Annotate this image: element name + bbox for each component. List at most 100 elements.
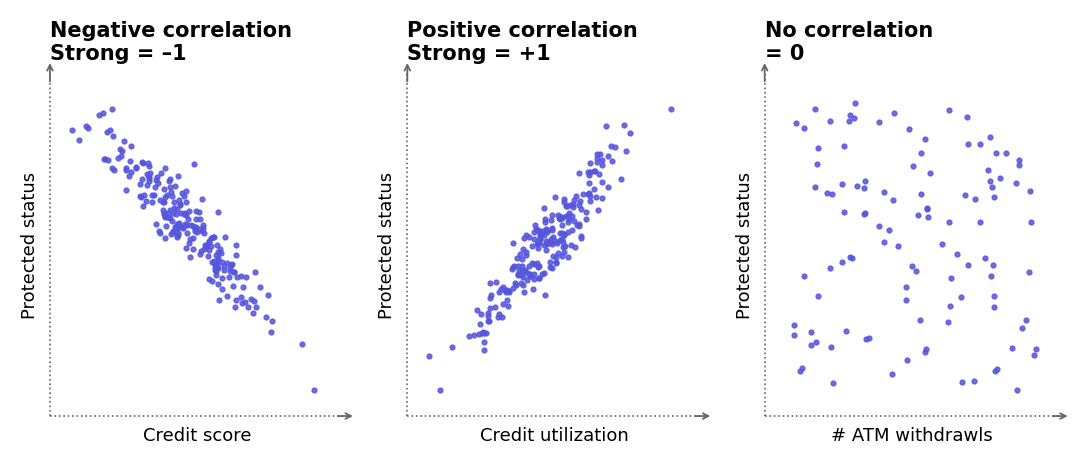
Point — [175, 225, 192, 232]
Point — [795, 272, 812, 280]
Point — [529, 260, 546, 267]
Point — [216, 233, 233, 240]
Point — [139, 171, 156, 178]
Point — [898, 356, 915, 364]
Point — [209, 260, 226, 267]
Text: Negative correlation
Strong = –1: Negative correlation Strong = –1 — [50, 21, 292, 64]
Point — [131, 193, 149, 200]
Point — [803, 342, 820, 349]
Point — [516, 266, 533, 274]
Point — [513, 267, 530, 275]
Point — [191, 215, 209, 223]
Point — [525, 285, 542, 293]
Point — [510, 266, 528, 274]
Point — [581, 168, 598, 175]
Point — [845, 114, 862, 122]
Point — [225, 282, 242, 289]
Point — [184, 222, 201, 230]
Point — [97, 155, 114, 163]
Point — [875, 188, 893, 196]
Point — [570, 169, 588, 177]
Point — [534, 204, 552, 211]
Point — [163, 217, 180, 224]
Point — [837, 328, 855, 335]
Point — [150, 179, 167, 187]
Point — [168, 233, 186, 241]
Point — [580, 189, 597, 197]
Point — [198, 241, 215, 249]
Point — [809, 292, 826, 299]
Point — [560, 209, 578, 217]
Point — [105, 166, 123, 173]
Point — [616, 121, 633, 128]
Point — [172, 209, 189, 217]
Point — [140, 174, 157, 181]
Point — [841, 111, 858, 119]
Point — [527, 221, 544, 228]
Point — [940, 107, 958, 114]
Point — [848, 182, 866, 189]
Point — [210, 248, 227, 255]
Point — [819, 189, 836, 197]
Point — [795, 124, 812, 132]
Point — [889, 243, 907, 250]
Point — [589, 151, 606, 158]
Point — [531, 235, 548, 242]
Point — [1011, 156, 1028, 163]
Point — [541, 263, 558, 271]
Point — [207, 260, 225, 268]
Point — [516, 234, 533, 241]
Point — [514, 255, 531, 262]
Point — [210, 209, 227, 216]
Point — [469, 307, 487, 314]
Point — [952, 294, 970, 301]
Point — [855, 210, 872, 218]
Point — [177, 245, 194, 252]
Point — [482, 291, 500, 299]
Point — [194, 221, 212, 229]
Point — [154, 206, 172, 213]
Point — [222, 264, 239, 272]
Point — [558, 202, 576, 210]
Point — [942, 302, 959, 309]
Point — [517, 231, 534, 239]
Point — [570, 201, 588, 209]
Point — [181, 254, 199, 261]
Point — [785, 331, 803, 338]
Point — [206, 265, 224, 272]
Point — [103, 164, 121, 172]
Point — [159, 213, 176, 221]
Point — [556, 242, 573, 250]
Point — [247, 268, 264, 275]
Point — [908, 267, 925, 275]
Point — [175, 211, 192, 218]
Point — [546, 194, 564, 201]
Point — [987, 149, 1005, 156]
Point — [1011, 162, 1028, 169]
Point — [593, 162, 610, 169]
Point — [983, 183, 1000, 191]
Point — [509, 271, 527, 278]
Point — [203, 258, 220, 265]
Point — [1003, 345, 1021, 352]
Point — [555, 238, 572, 246]
Point — [165, 228, 182, 235]
Point — [504, 240, 521, 247]
Point — [843, 254, 860, 262]
Point — [803, 329, 820, 336]
Point — [565, 200, 582, 207]
Point — [155, 210, 173, 218]
Point — [160, 209, 177, 216]
Point — [232, 273, 250, 280]
Point — [606, 143, 623, 151]
Point — [514, 262, 531, 269]
Point — [193, 227, 211, 235]
Point — [210, 297, 227, 304]
Point — [522, 273, 540, 280]
Point — [531, 228, 548, 236]
Point — [227, 296, 244, 303]
Point — [557, 212, 574, 220]
Point — [897, 296, 914, 303]
Point — [553, 221, 570, 229]
Point — [539, 228, 556, 236]
